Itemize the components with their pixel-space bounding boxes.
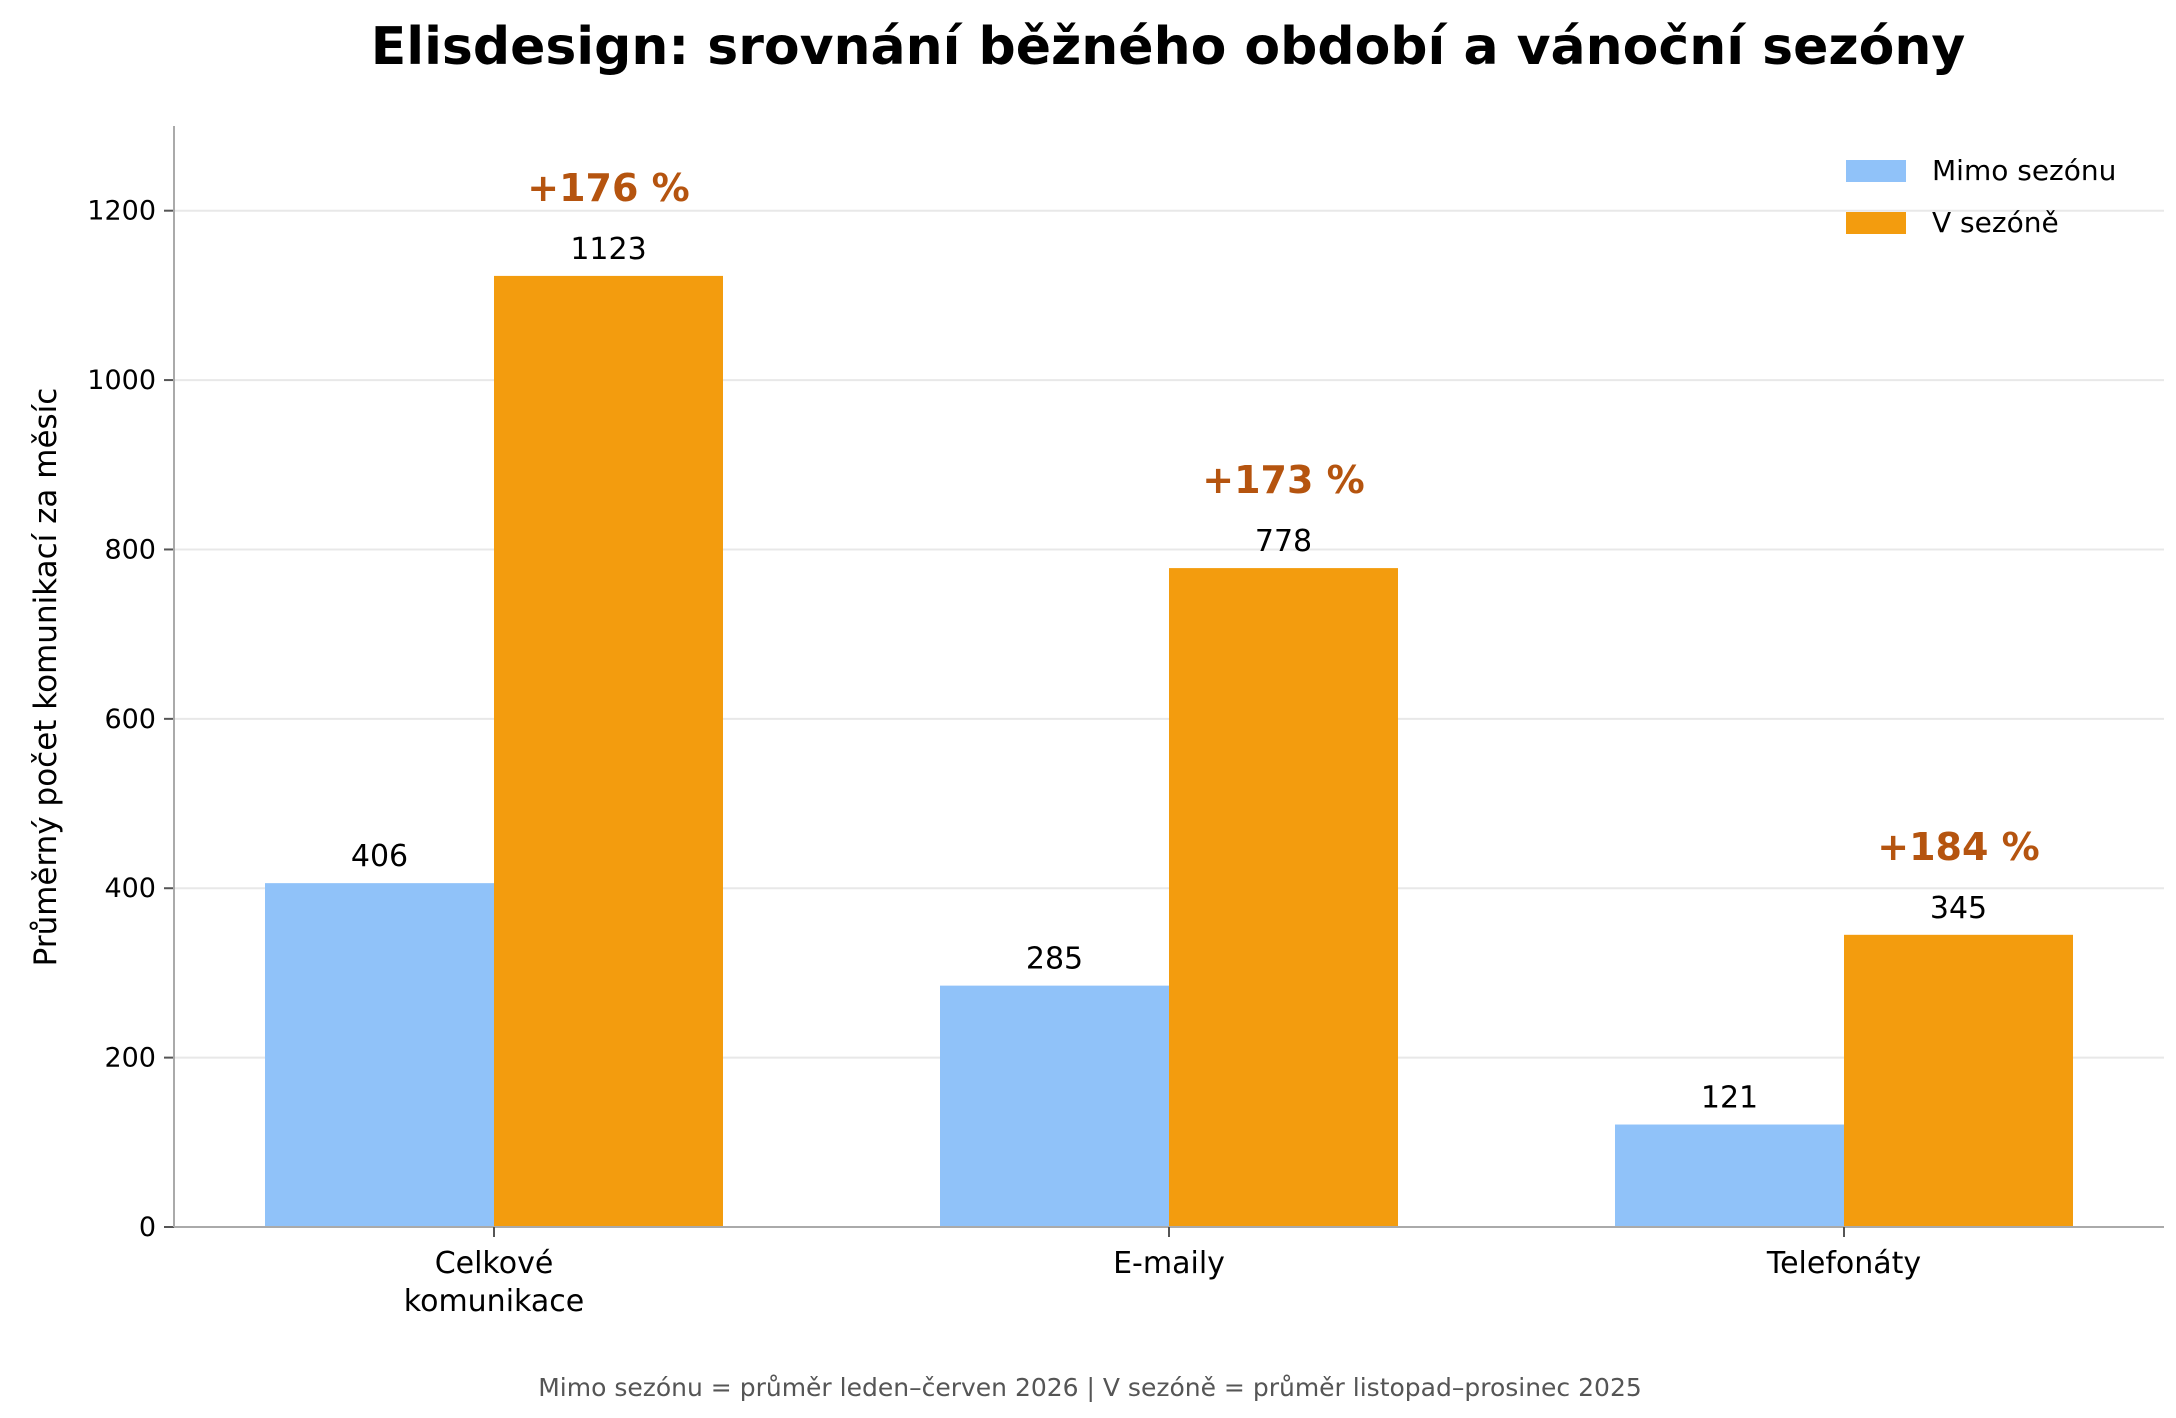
change-label: +173 % <box>1202 458 1364 502</box>
bar-in-season <box>1169 568 1398 1227</box>
legend-label: V sezóně <box>1932 206 2059 239</box>
y-tick-label: 600 <box>104 704 156 735</box>
value-labels: 406 1123 +176 % 285 778 +173 % 121 345 +184 % <box>351 166 2040 1116</box>
legend-swatch <box>1846 212 1906 234</box>
bars <box>265 275 2073 1227</box>
legend: Mimo sezónu V sezóně <box>1846 154 2116 239</box>
bar-value-label: 1123 <box>570 232 646 267</box>
bar-off-season <box>940 985 1169 1227</box>
x-tick-label: Telefonáty <box>1766 1246 1921 1281</box>
y-axis: 0 200 400 600 800 1000 1200 <box>87 126 175 1243</box>
footnote: Mimo sezónu = průměr leden–červen 2026 |… <box>538 1373 1642 1402</box>
bar-in-season <box>1844 934 2073 1227</box>
bar-value-label: 121 <box>1701 1081 1758 1116</box>
y-tick-label: 200 <box>104 1043 156 1074</box>
x-axis: Celkové komunikace E-maily Telefonáty <box>174 1226 2164 1319</box>
bar-value-label: 345 <box>1930 891 1987 926</box>
y-tick-label: 1000 <box>87 365 156 396</box>
chart-title: Elisdesign: srovnání běžného období a vá… <box>371 17 1966 77</box>
change-label: +184 % <box>1877 825 2039 869</box>
legend-swatch <box>1846 160 1906 182</box>
change-label: +176 % <box>527 166 689 210</box>
bar-in-season <box>494 275 723 1227</box>
x-tick-label: E-maily <box>1113 1246 1225 1281</box>
y-tick-label: 800 <box>104 534 156 565</box>
y-tick-label: 0 <box>139 1212 156 1243</box>
y-tick-label: 400 <box>104 873 156 904</box>
legend-label: Mimo sezónu <box>1932 154 2116 187</box>
y-tick-label: 1200 <box>87 196 156 227</box>
bar-value-label: 285 <box>1026 942 1083 977</box>
x-tick-label: Celkové komunikace <box>404 1246 584 1319</box>
bar-off-season <box>1615 1124 1844 1227</box>
bar-off-season <box>265 883 494 1227</box>
bar-value-label: 778 <box>1255 524 1312 559</box>
bar-value-label: 406 <box>351 839 408 874</box>
y-axis-label: Průměrný počet komunikací za měsíc <box>28 388 64 967</box>
